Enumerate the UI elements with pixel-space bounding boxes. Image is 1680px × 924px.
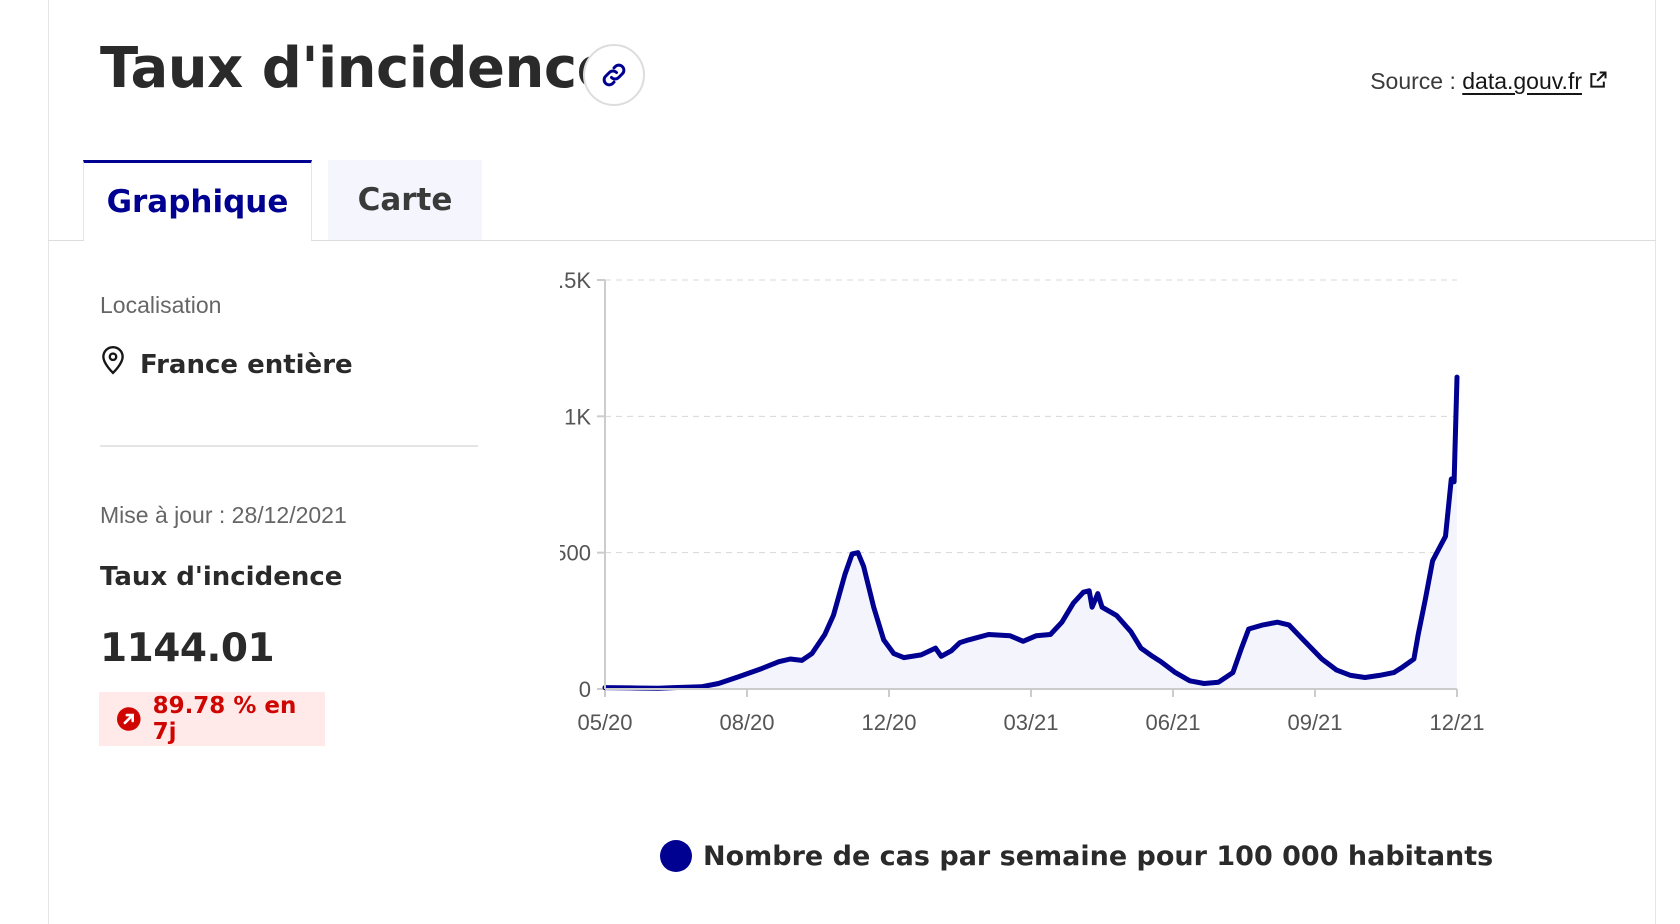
arrow-up-right-icon xyxy=(117,707,141,731)
location-label: Localisation xyxy=(100,292,222,318)
tab-carte[interactable]: Carte xyxy=(328,160,482,240)
copy-link-button[interactable] xyxy=(583,44,645,106)
x-tick-label: 09/21 xyxy=(1287,710,1342,735)
y-tick-label: 500 xyxy=(560,541,591,566)
tabs-divider xyxy=(48,240,1656,241)
series-area xyxy=(605,377,1457,689)
link-icon xyxy=(602,63,626,87)
chart-legend[interactable]: Nombre de cas par semaine pour 100 000 h… xyxy=(660,840,1493,872)
x-tick-label: 12/21 xyxy=(1429,710,1484,735)
source-prefix: Source : xyxy=(1370,68,1456,94)
x-tick-label: 12/20 xyxy=(861,710,916,735)
external-link-icon xyxy=(1590,71,1607,89)
indicator-value: 1144.01 xyxy=(100,626,275,671)
x-tick-label: 05/20 xyxy=(577,710,632,735)
sidebar-divider xyxy=(100,445,478,447)
x-tick-label: 08/20 xyxy=(719,710,774,735)
x-tick-label: 06/21 xyxy=(1145,710,1200,735)
x-tick-label: 03/21 xyxy=(1003,710,1058,735)
indicator-label: Taux d'incidence xyxy=(100,562,343,592)
source-link[interactable]: data.gouv.fr xyxy=(1462,68,1608,94)
y-tick-label: 1K xyxy=(564,404,591,429)
y-tick-label: 1.5K xyxy=(560,270,591,293)
location-value-text: France entière xyxy=(140,350,353,380)
legend-swatch xyxy=(660,840,692,872)
legend-label: Nombre de cas par semaine pour 100 000 h… xyxy=(703,840,1494,872)
series-line xyxy=(602,374,1460,691)
update-date: Mise à jour : 28/12/2021 xyxy=(100,502,347,528)
source-attribution: Source : data.gouv.fr xyxy=(1370,68,1608,96)
card-panel xyxy=(48,0,1656,924)
location-pin-icon xyxy=(102,345,124,375)
page-title: Taux d'incidence xyxy=(100,36,615,101)
trend-text: 89.78 % en 7j xyxy=(152,693,297,745)
tab-graphique[interactable]: Graphique xyxy=(83,160,312,240)
tab-active-gap xyxy=(84,239,311,241)
y-tick-label: 0 xyxy=(579,677,591,702)
location-value[interactable]: France entière xyxy=(100,345,353,380)
trend-badge: 89.78 % en 7j xyxy=(99,692,325,746)
incidence-chart: 0 500 1K 1.5K 05/20 08/20 12/20 03/21 06/21 09/2… xyxy=(560,270,1485,735)
